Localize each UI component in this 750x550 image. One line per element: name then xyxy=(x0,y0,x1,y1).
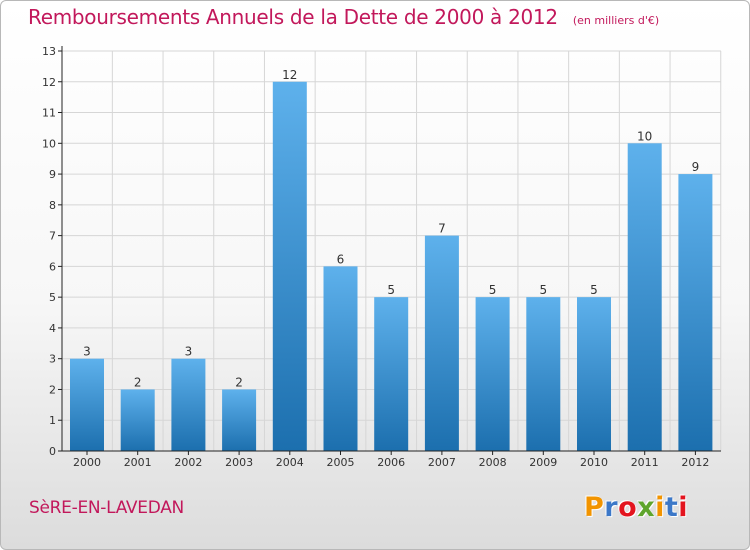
bar xyxy=(678,174,713,452)
chart-title: Remboursements Annuels de la Dette de 20… xyxy=(28,5,558,29)
x-tick-label: 2004 xyxy=(276,456,304,469)
x-tick-label: 2012 xyxy=(681,456,709,469)
bar xyxy=(526,297,561,451)
data-label: 5 xyxy=(590,283,598,297)
y-tick-label: 4 xyxy=(49,322,56,335)
data-label: 5 xyxy=(387,283,395,297)
logo-letter: i xyxy=(678,492,689,523)
commune-name: SèRE-EN-LAVEDAN xyxy=(29,498,184,518)
data-label: 9 xyxy=(692,160,700,174)
data-label: 2 xyxy=(235,375,243,389)
x-tick-label: 2010 xyxy=(580,456,608,469)
x-tick-label: 2008 xyxy=(479,456,507,469)
bar xyxy=(627,143,662,452)
logo-letter: x xyxy=(637,492,656,523)
x-tick-label: 2009 xyxy=(529,456,557,469)
title-row: Remboursements Annuels de la Dette de 20… xyxy=(28,5,659,29)
data-label: 2 xyxy=(134,375,142,389)
data-label: 12 xyxy=(282,68,297,82)
proxiti-logo: Proxiti xyxy=(584,492,688,523)
data-label: 10 xyxy=(637,129,652,143)
bar xyxy=(272,81,307,452)
y-tick-label: 13 xyxy=(42,45,56,58)
logo-letter: t xyxy=(664,492,679,523)
labels: 0123456789101112133200022001320022200312… xyxy=(42,45,709,469)
bar xyxy=(70,358,104,451)
bar xyxy=(323,266,358,451)
x-tick-label: 2002 xyxy=(174,456,202,469)
y-tick-label: 0 xyxy=(49,445,56,458)
y-tick-label: 12 xyxy=(42,76,56,89)
x-tick-label: 2000 xyxy=(73,456,101,469)
x-tick-label: 2006 xyxy=(377,456,405,469)
y-tick-label: 9 xyxy=(49,168,56,181)
x-tick-label: 2011 xyxy=(631,456,659,469)
y-tick-label: 7 xyxy=(49,230,56,243)
logo-letter: i xyxy=(655,492,665,523)
data-label: 5 xyxy=(489,283,497,297)
bar xyxy=(374,297,409,451)
data-label: 5 xyxy=(539,283,547,297)
x-tick-label: 2007 xyxy=(428,456,456,469)
bar xyxy=(475,297,510,451)
x-tick-label: 2005 xyxy=(327,456,355,469)
data-label: 6 xyxy=(337,252,345,266)
axes xyxy=(58,46,721,455)
x-tick-label: 2001 xyxy=(124,456,152,469)
y-tick-label: 5 xyxy=(49,291,56,304)
x-tick-label: 2003 xyxy=(225,456,253,469)
bar xyxy=(222,389,257,451)
logo-letter: r xyxy=(604,492,619,523)
y-tick-label: 11 xyxy=(42,107,56,120)
y-tick-label: 1 xyxy=(49,414,56,427)
y-tick-label: 8 xyxy=(49,199,56,212)
bar xyxy=(171,358,206,451)
data-label: 3 xyxy=(185,345,193,359)
data-label: 3 xyxy=(83,345,91,359)
chart-subtitle: (en milliers d'€) xyxy=(572,14,660,27)
bars xyxy=(70,81,713,452)
y-tick-label: 2 xyxy=(49,383,56,396)
bar xyxy=(577,297,611,451)
y-tick-label: 6 xyxy=(49,260,56,273)
y-tick-label: 10 xyxy=(42,137,56,150)
logo-letter: o xyxy=(618,492,638,523)
y-tick-label: 3 xyxy=(49,353,56,366)
bar xyxy=(424,235,459,451)
logo-letter: P xyxy=(584,492,605,523)
data-label: 7 xyxy=(438,222,446,236)
bar xyxy=(120,389,155,451)
